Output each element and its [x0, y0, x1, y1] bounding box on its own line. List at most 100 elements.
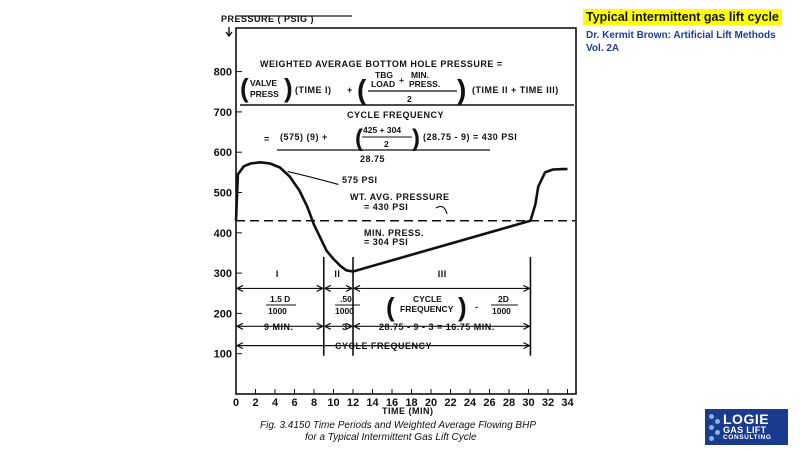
- logo-line-2: GAS LIFT: [723, 425, 767, 436]
- axis-ticks: 0 2 4 6 8 10 12 14 16 18 20 22 24 26 28 30 32 34100200300…: [214, 67, 575, 409]
- frac-two: 2: [407, 94, 412, 104]
- p3-d-den: 1000: [492, 306, 511, 316]
- avg-label-1: WT. AVG. PRESSURE: [350, 192, 450, 202]
- avg-label-2: = 430 PSI: [364, 202, 408, 212]
- peak-label: 575 PSI: [342, 175, 378, 185]
- x-tick-label-30: 30: [522, 397, 534, 409]
- period-arrow-row-arrow-left-icon: [235, 284, 244, 292]
- source-credit: Dr. Kermit Brown: Artificial Lift Method…: [586, 29, 776, 55]
- formula-block: WEIGHTED AVERAGE BOTTOM HOLE PRESSURE = …: [240, 59, 574, 164]
- num-a: (575) (9) +: [280, 132, 328, 142]
- x-axis-label: TIME (MIN): [382, 406, 434, 416]
- big-paren-left: (: [357, 74, 367, 105]
- x-tick-label-12: 12: [347, 397, 359, 409]
- p3-paren-right: ): [458, 292, 467, 322]
- source-line-2: Vol. 2A: [586, 43, 620, 54]
- num-b: (28.75 - 9) = 430 PSI: [423, 132, 517, 142]
- time-23: (TIME II + TIME III): [472, 85, 559, 95]
- y-tick-label-600: 600: [214, 147, 232, 159]
- source-line-1: Dr. Kermit Brown: Artificial Lift Method…: [586, 30, 776, 41]
- formula-heading: WEIGHTED AVERAGE BOTTOM HOLE PRESSURE =: [260, 59, 503, 69]
- slide-title: Typical intermittent gas lift cycle: [583, 9, 782, 25]
- y-tick-label-300: 300: [214, 268, 232, 280]
- tbg-load-2: LOAD: [371, 79, 395, 89]
- min-label-1: MIN. PRESS.: [364, 228, 424, 238]
- y-axis-label: PRESSURE ( PSIG ): [221, 14, 314, 24]
- dur-3: 28.75 - 9 - 3 = 16.75 MIN.: [379, 322, 495, 332]
- x-tick-label-24: 24: [464, 397, 477, 409]
- y-tick-label-400: 400: [214, 228, 232, 240]
- period-label-2: II: [334, 269, 340, 279]
- period-arrow-row-arrow-left-icon: [352, 284, 361, 292]
- peak-leader-line: [287, 170, 339, 186]
- x-tick-label-0: 0: [233, 397, 239, 409]
- duration-arrow-row-arrow-right-icon: [316, 322, 325, 330]
- x-tick-label-32: 32: [542, 397, 554, 409]
- x-tick-label-14: 14: [366, 397, 379, 409]
- period-arrow-row-arrow-right-icon: [345, 284, 354, 292]
- time-1: (TIME I): [295, 85, 332, 95]
- logo-line-3: CONSULTING: [723, 434, 772, 442]
- frac2-den: 2: [384, 139, 389, 149]
- plus-sign: +: [347, 85, 353, 95]
- min-press-1: MIN.: [411, 70, 429, 80]
- x-tick-label-16: 16: [386, 397, 398, 409]
- pressure-curve: [234, 161, 568, 273]
- x-tick-label-8: 8: [311, 397, 317, 409]
- min-press-2: PRESS.: [409, 79, 440, 89]
- x-tick-label-18: 18: [405, 397, 417, 409]
- eq-sign: =: [264, 134, 270, 144]
- company-logo: LOGIE GAS LIFT CONSULTING: [705, 409, 788, 445]
- duration-arrow-row-arrow-right-icon: [523, 322, 531, 330]
- figure-caption-line2: for a Typical Intermittent Gas Lift Cycl…: [305, 432, 477, 443]
- period-arrow-row-arrow-right-icon: [316, 284, 325, 292]
- y-tick-label-500: 500: [214, 188, 232, 200]
- paren-right: ): [284, 73, 293, 103]
- big-paren-right: ): [457, 74, 466, 105]
- valve-press-line2: PRESS: [250, 89, 279, 99]
- y-tick-label-700: 700: [214, 107, 232, 119]
- logo-line-1: LOGIE: [723, 411, 770, 428]
- paren2-right: ): [412, 125, 420, 152]
- dur-2: 3: [342, 322, 348, 332]
- p3-b: FREQUENCY: [400, 304, 454, 314]
- y-axis-arrow-icon: [225, 27, 233, 38]
- p2-den: 1000: [335, 306, 354, 316]
- frac2-num: 425 + 304: [363, 125, 401, 135]
- period-arrow-row-arrow-right-icon: [523, 284, 531, 292]
- duration-arrow-row-arrow-left-icon: [323, 322, 332, 330]
- x-tick-label-2: 2: [252, 397, 258, 409]
- dur-1: 9 MIN.: [264, 322, 294, 332]
- duration-arrow-row-arrow-right-icon: [345, 322, 354, 330]
- p2-num: .50: [340, 294, 352, 304]
- x-tick-label-10: 10: [327, 397, 339, 409]
- x-tick-label-4: 4: [272, 397, 279, 409]
- p3-paren-left: (: [386, 292, 395, 322]
- p3-d-num: 2D: [498, 294, 509, 304]
- period-annotations: I II III 1.5 D 1000 .50 1000 ( CYCLE FRE…: [235, 256, 532, 356]
- p3-a: CYCLE: [413, 294, 442, 304]
- p3-minus: -: [475, 302, 479, 312]
- denom-val: 28.75: [360, 154, 385, 164]
- period-label-3: III: [438, 269, 447, 279]
- x-tick-label-28: 28: [503, 397, 515, 409]
- valve-press-line1: VALVE: [250, 78, 277, 88]
- x-tick-label-34: 34: [561, 397, 574, 409]
- min-label-2: = 304 PSI: [364, 237, 408, 247]
- x-tick-label-6: 6: [291, 397, 297, 409]
- period-arrow-row-arrow-left-icon: [323, 284, 332, 292]
- p1-num: 1.5 D: [270, 294, 290, 304]
- avg-leader-line: [435, 205, 448, 215]
- x-tick-label-26: 26: [483, 397, 495, 409]
- p1-den: 1000: [268, 306, 287, 316]
- paren-left: (: [240, 73, 249, 103]
- x-tick-label-20: 20: [425, 397, 437, 409]
- cycle-arrow-row-arrow-right-icon: [523, 342, 531, 350]
- frac-plus: +: [399, 75, 404, 85]
- logo-bubbles-icon: [705, 409, 723, 445]
- x-tick-label-22: 22: [444, 397, 456, 409]
- y-tick-label-100: 100: [214, 349, 232, 361]
- duration-arrow-row-arrow-left-icon: [235, 322, 244, 330]
- annotations: 575 PSI WT. AVG. PRESSURE = 430 PSI MIN.…: [287, 170, 450, 247]
